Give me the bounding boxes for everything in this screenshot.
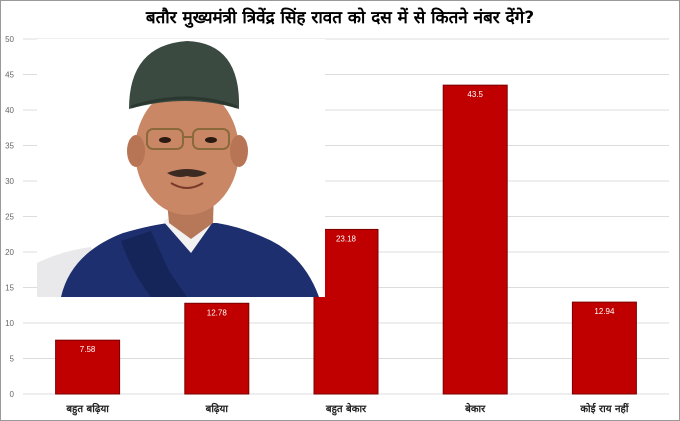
x-category-label: बहुत बढ़िया	[65, 402, 109, 416]
x-axis-labels: बहुत बढ़िया बढ़िया बहुत बेकार बेकार कोई राय …	[65, 402, 629, 416]
y-tick-label: 10	[5, 319, 14, 328]
data-label: 43.5	[467, 90, 483, 99]
y-tick-label: 20	[5, 248, 14, 257]
data-label: 23.18	[336, 234, 357, 243]
y-tick-label: 5	[10, 355, 15, 364]
data-label: 12.94	[594, 307, 615, 316]
y-tick-label: 50	[5, 35, 14, 44]
bars	[55, 84, 637, 395]
politician-portrait-photo	[37, 39, 325, 297]
chart-title: बतौर मुख्यमंत्री त्रिवेंद्र सिंह रावत को…	[145, 7, 534, 28]
y-tick-label: 40	[5, 106, 14, 115]
bar	[55, 339, 121, 395]
y-axis-ticks: 0 5 10 15 20 25 30 35 40 45 50	[5, 35, 14, 399]
bar	[442, 84, 508, 395]
y-tick-label: 25	[5, 213, 14, 222]
data-labels: 7.58 12.78 23.18 43.5 12.94	[80, 90, 615, 354]
y-tick-label: 35	[5, 142, 14, 151]
y-tick-label: 0	[10, 390, 15, 399]
x-category-label: बढ़िया	[205, 402, 229, 415]
bar	[571, 301, 637, 395]
x-category-label: कोई राय नहीं	[579, 402, 628, 415]
x-category-label: बेकार	[464, 402, 486, 415]
x-category-label: बहुत बेकार	[325, 402, 367, 416]
y-tick-label: 30	[5, 177, 14, 186]
data-label: 7.58	[80, 345, 96, 354]
bar	[184, 302, 250, 395]
y-tick-label: 45	[5, 71, 14, 80]
data-label: 12.78	[207, 308, 228, 317]
y-tick-label: 15	[5, 284, 14, 293]
